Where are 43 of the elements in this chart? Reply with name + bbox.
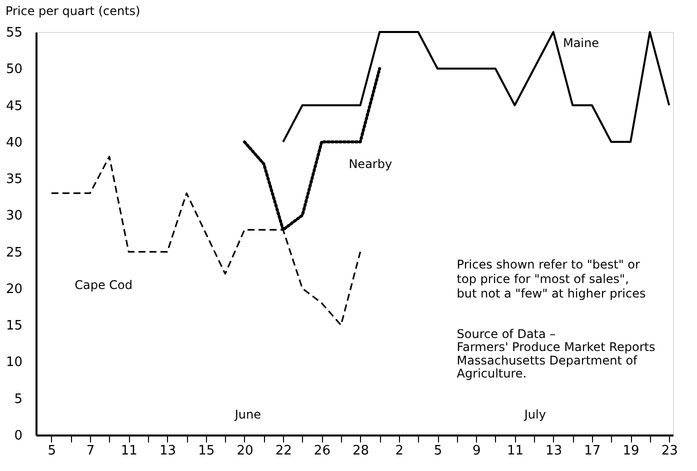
x-tick-label: 26 (314, 444, 330, 458)
x-tick-label: 13 (546, 444, 562, 458)
y-tick-label: 50 (6, 62, 22, 78)
annotation: July (523, 407, 546, 422)
x-tick-label: 20 (236, 444, 254, 458)
y-axis-title: Price per quart (cents) (5, 4, 140, 18)
annotation: but not a "few" at higher prices (456, 286, 646, 301)
annotation: Source of Data – (456, 326, 556, 341)
annotation: Agriculture. (456, 366, 527, 380)
annotation: Massachusetts Department of (456, 353, 638, 368)
line-series (282, 31, 670, 143)
x-tick-label: 15 (198, 444, 215, 458)
y-tick-label: 0 (14, 428, 22, 444)
series-label: Maine (562, 36, 600, 50)
y-tick-label: 20 (6, 282, 22, 297)
y-tick-label: 45 (6, 98, 22, 114)
x-tick-label: 28 (352, 444, 370, 458)
y-tick-label: 35 (6, 172, 22, 188)
x-tick-label: 11 (120, 444, 138, 458)
y-tick-label: 10 (6, 355, 22, 370)
x-tick-label: 11 (506, 444, 524, 458)
y-tick-label: 55 (6, 26, 22, 40)
annotation: Prices shown refer to "best" or (456, 257, 640, 272)
text: Cape Cod (74, 278, 133, 292)
x-tick-label: 5 (48, 444, 56, 458)
y-tick-label: 30 (6, 208, 22, 224)
x-tick-label: 7 (86, 444, 95, 458)
y-tick-label: 15 (6, 318, 22, 334)
annotation: top price for "most of sales", (456, 272, 629, 286)
x-tick-label: 5 (434, 444, 442, 458)
annotation: Farmers' Produce Market Reports (456, 340, 656, 354)
y-tick-label: 25 (6, 245, 22, 260)
x-tick-label: 9 (472, 444, 481, 458)
y-tick-label: 5 (14, 392, 22, 407)
series-label: Nearby (348, 156, 392, 171)
x-tick-label: 2 (395, 444, 404, 458)
x-tick-label: 22 (275, 444, 292, 458)
x-tick-label: 13 (159, 444, 176, 458)
x-tick-label: 23 (661, 444, 678, 458)
y-tick-label: 40 (6, 135, 22, 150)
x-tick-label: 19 (622, 444, 640, 458)
x-tick-label: 17 (584, 444, 601, 458)
annotation: June (234, 407, 261, 422)
